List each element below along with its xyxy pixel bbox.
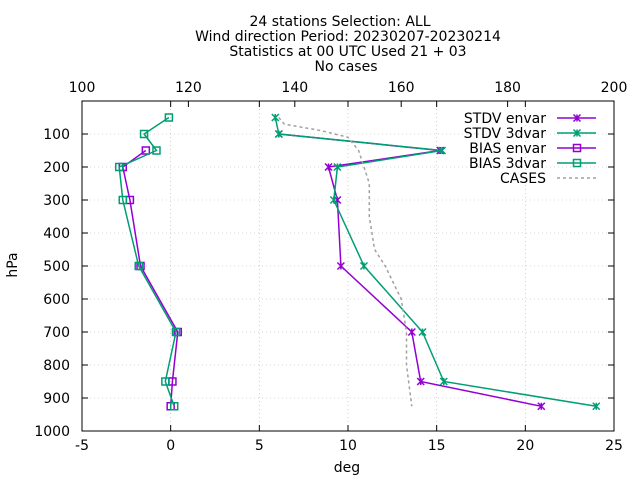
- data-point: [141, 146, 151, 155]
- data-point: [152, 146, 161, 155]
- series-2: [271, 113, 601, 411]
- series-line: [118, 116, 177, 407]
- series-line: [278, 117, 413, 407]
- data-point: [164, 113, 174, 122]
- x2-tick-label: 100: [69, 80, 96, 96]
- data-point: [324, 162, 333, 172]
- title-line-3: Statistics at 00 UTC Used 21 + 03: [229, 44, 466, 60]
- title-line-2: Wind direction Period: 20230207-20230214: [195, 29, 501, 45]
- legend-label: CASES: [500, 171, 546, 187]
- data-point: [333, 162, 342, 172]
- y-tick-label: 900: [43, 391, 70, 407]
- data-point: [437, 146, 447, 155]
- x-axis-label: deg: [334, 460, 360, 476]
- y-axis-label: hPa: [5, 252, 21, 277]
- plot-area: [114, 113, 601, 411]
- x-tick-label: -5: [75, 438, 89, 454]
- series-line: [121, 149, 179, 407]
- x2-tick-label: 140: [281, 80, 308, 96]
- title-line-4: No cases: [315, 59, 378, 75]
- y-tick-label: 500: [43, 259, 70, 275]
- data-point: [271, 113, 280, 122]
- data-point: [416, 377, 425, 386]
- series-3: [118, 146, 183, 411]
- legend-label: BIAS 3dvar: [469, 156, 546, 172]
- legend-marker: [572, 143, 582, 153]
- data-point: [169, 402, 179, 411]
- data-point: [418, 327, 427, 337]
- legend-marker: [572, 128, 582, 138]
- x-tick-label: 15: [428, 438, 446, 454]
- data-point: [407, 327, 416, 337]
- data-point: [439, 377, 448, 386]
- series-5: [278, 117, 413, 407]
- legend-marker: [572, 113, 582, 123]
- legend-marker: [572, 158, 582, 168]
- x2-tick-label: 200: [601, 80, 628, 96]
- data-point: [359, 261, 368, 271]
- data-point: [118, 195, 128, 205]
- title-line-1: 24 stations Selection: ALL: [249, 14, 430, 30]
- data-point: [336, 261, 345, 271]
- data-point: [161, 377, 170, 386]
- legend-label: BIAS envar: [469, 141, 546, 157]
- y-tick-label: 100: [43, 127, 70, 143]
- data-point: [171, 327, 181, 337]
- data-point: [114, 162, 124, 172]
- series-4: [114, 113, 181, 411]
- data-point: [134, 261, 143, 271]
- x-tick-label: 10: [339, 438, 357, 454]
- x2-tick-label: 180: [494, 80, 521, 96]
- x-tick-label: 20: [516, 438, 534, 454]
- data-point: [139, 129, 149, 139]
- legend-label: STDV envar: [464, 111, 546, 127]
- data-point: [329, 195, 338, 205]
- axes: -5 0 5 10 15 20 25 100 120 140 160 180 200 100 200 300 4…: [34, 80, 627, 454]
- x-tick-label: 25: [605, 438, 623, 454]
- legend-label: STDV 3dvar: [464, 126, 547, 142]
- x2-tick-label: 160: [388, 80, 415, 96]
- x-tick-label: 5: [255, 438, 264, 454]
- y-tick-label: 600: [43, 292, 70, 308]
- data-point: [592, 402, 601, 411]
- series-line: [274, 117, 597, 408]
- data-point: [274, 129, 283, 139]
- y-tick-label: 400: [43, 226, 70, 242]
- y-tick-label: 700: [43, 325, 70, 341]
- y-tick-label: 300: [43, 193, 70, 209]
- x-tick-label: 0: [166, 438, 175, 454]
- y-tick-label: 200: [43, 160, 70, 176]
- chart-title: 24 stations Selection: ALL Wind directio…: [195, 14, 501, 75]
- data-point: [537, 402, 546, 411]
- y-tick-label: 800: [43, 358, 70, 374]
- y-tick-label: 1000: [34, 424, 70, 440]
- x2-tick-label: 120: [175, 80, 202, 96]
